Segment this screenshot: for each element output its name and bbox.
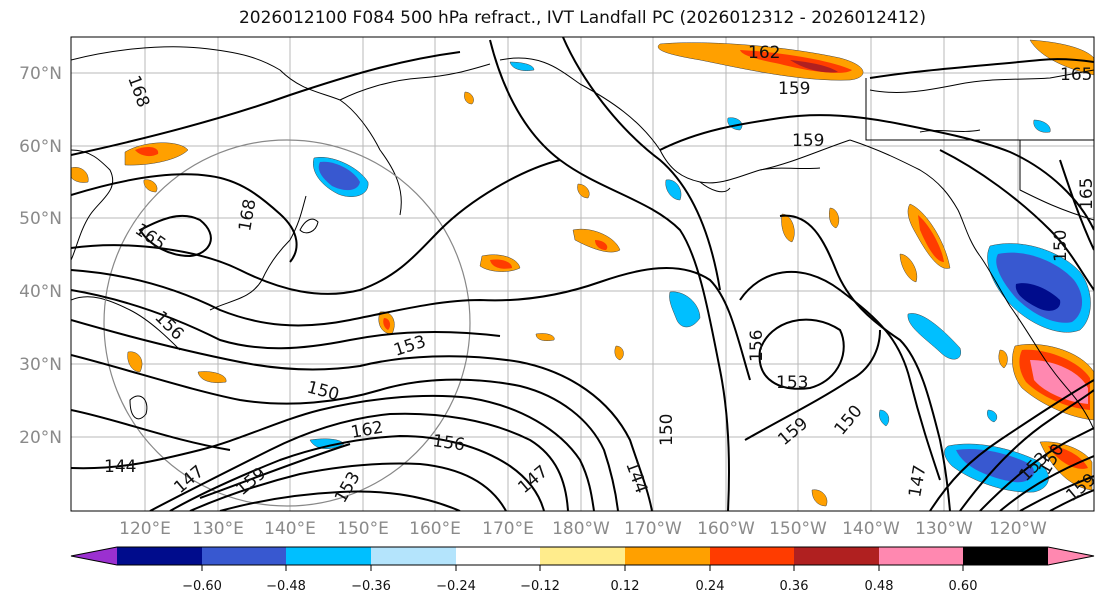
contour-lines bbox=[71, 37, 1094, 511]
colorbar-tick-label: −0.60 bbox=[182, 579, 222, 594]
shade-cool bbox=[987, 409, 998, 423]
contour-label: 156 bbox=[431, 431, 466, 455]
lat-label: 60°N bbox=[19, 137, 62, 157]
shade-warm bbox=[577, 183, 590, 199]
coastlines bbox=[71, 46, 1094, 431]
shade-warm bbox=[197, 371, 227, 383]
colorbar-cell bbox=[456, 547, 540, 565]
colorbar-tick-labels: −0.60 −0.48 −0.36 −0.24 −0.12 0.12 0.24 … bbox=[182, 579, 977, 594]
shade-warm bbox=[918, 215, 944, 262]
colorbar-tick-label: 0.60 bbox=[949, 579, 978, 594]
colorbar-cell bbox=[202, 547, 286, 565]
lon-label: 120°W bbox=[989, 519, 1047, 539]
shade-cool bbox=[879, 409, 890, 427]
colorbar-tick-label: −0.12 bbox=[520, 579, 560, 594]
shade-warm bbox=[790, 60, 838, 73]
colorbar-tick-label: 0.36 bbox=[780, 579, 809, 594]
shade-warm bbox=[71, 167, 89, 183]
shade-warm bbox=[614, 345, 624, 361]
shade-warm bbox=[464, 91, 474, 105]
contour-label: 150 bbox=[657, 414, 677, 446]
shade-warm bbox=[535, 333, 555, 341]
shade-warm bbox=[657, 42, 864, 81]
shade-cool bbox=[665, 179, 682, 201]
shade-warm bbox=[781, 213, 795, 243]
shade-warm bbox=[829, 207, 840, 229]
lon-label: 170°E bbox=[482, 519, 534, 539]
map-title: 2026012100 F084 500 hPa refract., IVT La… bbox=[238, 8, 926, 28]
lat-labels: 70°N 60°N 50°N 40°N 30°N 20°N bbox=[19, 64, 62, 448]
lon-label: 150°W bbox=[769, 519, 827, 539]
lon-label: 140°W bbox=[842, 519, 900, 539]
shade-cool bbox=[309, 438, 345, 449]
shade-warm bbox=[811, 489, 828, 507]
contour-label: 150 bbox=[1051, 230, 1071, 262]
distance-ring bbox=[103, 139, 471, 507]
contour-label: 165 bbox=[1077, 178, 1097, 210]
colorbar-cell bbox=[710, 547, 794, 565]
shade-warm bbox=[127, 351, 143, 373]
colorbar-cell bbox=[879, 547, 963, 565]
shade-cool bbox=[318, 161, 360, 191]
colorbar-extend-right bbox=[1048, 547, 1094, 565]
colorbar-cell bbox=[963, 547, 1048, 565]
shade-warm bbox=[135, 146, 159, 157]
lon-label: 160°W bbox=[697, 519, 755, 539]
shade-cool bbox=[1033, 119, 1051, 133]
colorbar-outline bbox=[70, 546, 1095, 566]
colorbar-tick-label: −0.36 bbox=[351, 579, 391, 594]
shade-cool bbox=[1015, 283, 1061, 311]
lon-label: 140°E bbox=[264, 519, 316, 539]
lon-label: 130°W bbox=[915, 519, 973, 539]
contour-label: 153 bbox=[776, 373, 808, 393]
colorbar-ticks bbox=[201, 565, 964, 571]
shade-cool bbox=[509, 61, 535, 71]
lat-label: 50°N bbox=[19, 209, 62, 229]
shade-warm bbox=[998, 349, 1008, 369]
colorbar-cell bbox=[371, 547, 456, 565]
colorbar: −0.60 −0.48 −0.36 −0.24 −0.12 0.12 0.24 … bbox=[70, 546, 1095, 594]
colorbar-tick-label: −0.24 bbox=[436, 579, 476, 594]
lat-label: 70°N bbox=[19, 64, 62, 84]
map-frame bbox=[70, 36, 1095, 512]
shade-warm bbox=[143, 179, 158, 193]
colorbar-cells bbox=[117, 547, 1048, 565]
colorbar-cell bbox=[625, 547, 710, 565]
shade-warm bbox=[490, 259, 512, 269]
colorbar-tick-label: −0.48 bbox=[266, 579, 306, 594]
lon-label: 150°E bbox=[337, 519, 389, 539]
shade-cool bbox=[907, 313, 962, 360]
shade-cool bbox=[669, 291, 701, 328]
contour-label: 162 bbox=[748, 43, 780, 63]
shade-warm bbox=[383, 318, 391, 330]
lat-label: 20°N bbox=[19, 428, 62, 448]
lon-label: 130°E bbox=[192, 519, 244, 539]
colorbar-tick-label: 0.48 bbox=[865, 579, 894, 594]
lon-label: 160°E bbox=[409, 519, 461, 539]
lon-label: 170°W bbox=[624, 519, 682, 539]
colorbar-cell bbox=[286, 547, 371, 565]
lat-label: 40°N bbox=[19, 282, 62, 302]
lon-label: 120°E bbox=[119, 519, 171, 539]
shade-warm bbox=[1029, 39, 1094, 76]
lat-label: 30°N bbox=[19, 355, 62, 375]
colorbar-cell bbox=[794, 547, 879, 565]
shade-warm bbox=[899, 253, 918, 283]
ivt-shading bbox=[71, 39, 1094, 507]
contour-label: 159 bbox=[792, 131, 824, 151]
colorbar-tick-label: 0.24 bbox=[696, 579, 725, 594]
shade-warm bbox=[595, 240, 608, 250]
contour-label: 156 bbox=[747, 330, 767, 362]
lon-labels: 120°E 130°E 140°E 150°E 160°E 170°E 180°… bbox=[119, 519, 1047, 539]
colorbar-tick-label: 0.12 bbox=[611, 579, 640, 594]
colorbar-cell bbox=[540, 547, 625, 565]
colorbar-cell bbox=[117, 547, 202, 565]
contour-label: 144 bbox=[104, 457, 136, 477]
colorbar-extend-left bbox=[71, 547, 117, 565]
contour-label: 159 bbox=[778, 79, 810, 99]
lon-label: 180°W bbox=[552, 519, 610, 539]
map-area: 162 159 165 168 168 165 159 150 156 153 … bbox=[71, 37, 1097, 511]
contour-label: 165 bbox=[1060, 65, 1092, 85]
